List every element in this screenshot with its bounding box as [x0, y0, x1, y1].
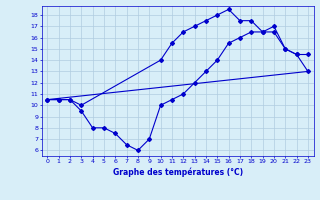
- X-axis label: Graphe des températures (°C): Graphe des températures (°C): [113, 167, 243, 177]
